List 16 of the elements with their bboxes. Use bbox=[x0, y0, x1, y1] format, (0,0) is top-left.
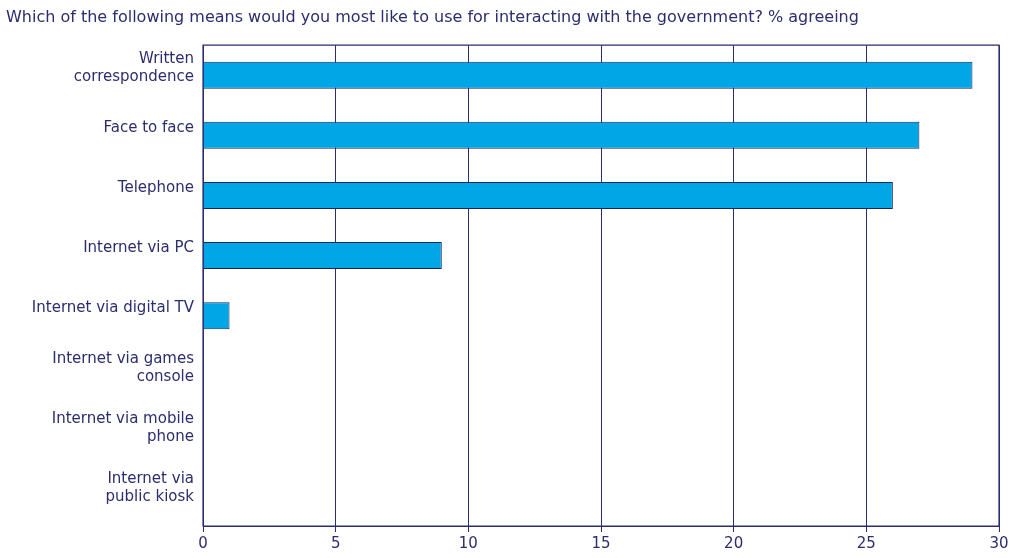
x-tick-label: 10 bbox=[458, 533, 478, 552]
y-tick-label: Telephone bbox=[116, 177, 194, 196]
y-tick-label: Internet via digital TV bbox=[31, 298, 195, 317]
y-tick-label: Written correspondence bbox=[73, 48, 194, 85]
y-tick-label: Internet via games console bbox=[52, 349, 195, 386]
x-tick-label: 20 bbox=[724, 533, 744, 552]
y-tick-label: Internet via PC bbox=[83, 237, 194, 256]
x-tick-label: 5 bbox=[330, 533, 341, 552]
x-tick-label: 30 bbox=[989, 533, 1009, 552]
chart-title: Which of the following means would you most like to use for interacting with the government? % agreeing bbox=[6, 6, 859, 26]
y-tick-label: Face to face bbox=[103, 117, 194, 136]
y-tick-label: Internet via mobile phone bbox=[51, 409, 194, 446]
x-tick-label: 15 bbox=[591, 533, 611, 552]
x-tick-label: 25 bbox=[856, 533, 876, 552]
y-tick-label: Internet via public kiosk bbox=[105, 469, 195, 506]
x-tick-label: 0 bbox=[198, 533, 208, 552]
